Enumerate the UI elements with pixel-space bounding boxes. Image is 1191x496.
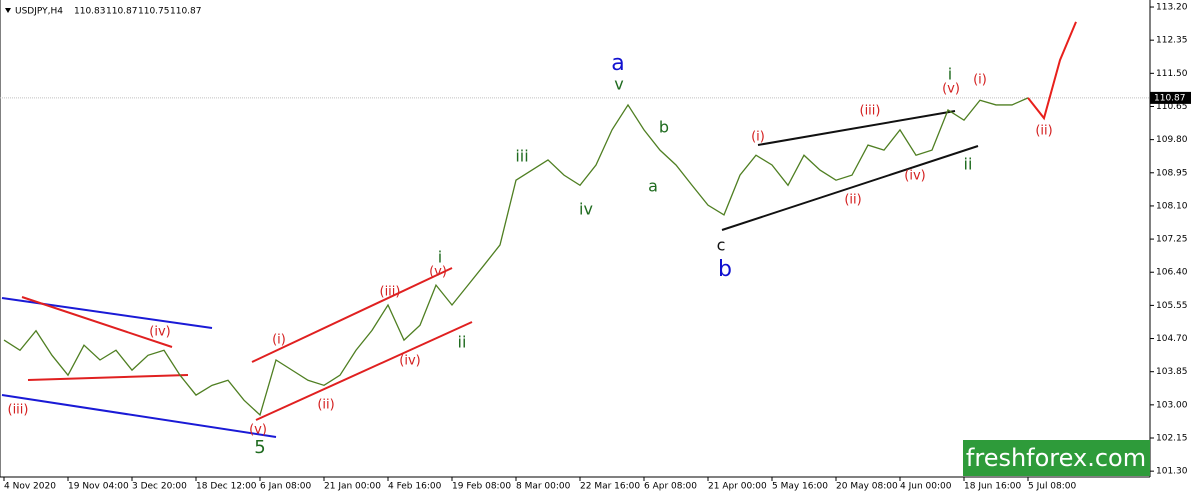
trendline	[251, 267, 453, 363]
x-tick-label: 5 May 16:00	[772, 482, 828, 492]
wave-label: (ii)	[317, 398, 334, 413]
x-tick-label: 18 Dec 12:00	[196, 482, 257, 492]
wave-label: 5	[254, 437, 265, 458]
x-tick-label: 4 Feb 16:00	[388, 482, 442, 492]
wave-label: iii	[515, 147, 528, 166]
wave-label: (iii)	[8, 403, 29, 418]
wave-label: (iv)	[399, 354, 420, 369]
wave-label: a	[611, 51, 624, 76]
menu-arrow[interactable]	[5, 8, 11, 13]
y-tick-label: 101.30	[1156, 467, 1188, 477]
x-tick-label: 19 Feb 08:00	[452, 482, 511, 492]
wave-label: (v)	[429, 265, 447, 280]
wave-label: (iv)	[904, 169, 925, 184]
x-tick-label: 21 Apr 00:00	[708, 482, 767, 492]
x-tick-label: 20 May 08:00	[836, 482, 898, 492]
wave-label: (iii)	[380, 285, 401, 300]
open: 110.83	[74, 7, 106, 17]
wave-label: (v)	[942, 82, 960, 97]
y-tick-label: 107.25	[1156, 235, 1188, 245]
wave-label: (i)	[751, 130, 765, 145]
price-line	[3, 97, 1029, 417]
wave-label: a	[648, 177, 658, 196]
y-tick-label: 113.20	[1156, 3, 1188, 13]
trendline	[27, 374, 189, 381]
wave-label: (i)	[272, 333, 286, 348]
wave-label: i	[948, 65, 952, 84]
y-tick-label: 103.85	[1156, 367, 1188, 377]
high: 110.87	[106, 7, 138, 17]
wave-label: ii	[458, 333, 467, 352]
x-tick-label: 6 Apr 08:00	[644, 482, 697, 492]
current-price-label: 110.87	[1154, 93, 1186, 103]
x-tick-label: 18 Jun 16:00	[964, 482, 1021, 492]
trendlines	[1, 110, 979, 438]
wave-label: i	[438, 248, 442, 267]
wave-label: (ii)	[1035, 124, 1052, 139]
x-tick-label: 3 Dec 20:00	[132, 482, 187, 492]
wave-label: (v)	[249, 423, 267, 438]
wave-label: (i)	[973, 73, 987, 88]
wave-label: (ii)	[844, 193, 861, 208]
y-tick-label: 104.70	[1156, 334, 1188, 344]
wave-label: ii	[964, 155, 973, 174]
trendline	[1, 394, 277, 438]
y-tick-label: 108.10	[1156, 201, 1188, 211]
trendline	[757, 110, 956, 146]
trendline	[255, 321, 473, 421]
low: 110.75	[138, 7, 170, 17]
x-tick-label: 22 Mar 16:00	[580, 482, 640, 492]
wave-label: (iii)	[860, 104, 881, 119]
x-tick-label: 8 Mar 00:00	[516, 482, 571, 492]
x-tick-label: 5 Jul 08:00	[1028, 482, 1077, 492]
y-tick-label: 102.15	[1156, 433, 1188, 443]
y-tick-label: 112.35	[1156, 36, 1188, 46]
trendline	[21, 296, 173, 348]
x-tick-label: 4 Nov 2020	[4, 482, 56, 492]
y-tick-label: 110.65	[1156, 102, 1188, 112]
x-tick-label: 21 Jan 00:00	[324, 482, 381, 492]
current-price-box	[1150, 91, 1191, 104]
x-tick-label: 4 Jun 00:00	[900, 482, 952, 492]
close: 110.87	[170, 7, 202, 17]
wave-label: b	[659, 118, 669, 137]
wave-label: b	[718, 257, 732, 282]
watermark: freshforex.com	[966, 444, 1146, 472]
y-tick-label: 111.50	[1156, 69, 1188, 79]
y-tick-label: 109.80	[1156, 135, 1188, 145]
y-tick-label: 105.55	[1156, 301, 1188, 311]
y-tick-label: 108.95	[1156, 168, 1188, 178]
x-tick-label: 6 Jan 08:00	[260, 482, 312, 492]
wave-label: c	[717, 236, 726, 255]
y-tick-label: 103.00	[1156, 400, 1188, 410]
price-line	[1027, 21, 1077, 121]
watermark-box	[963, 440, 1150, 476]
wave-label: (iv)	[149, 325, 170, 340]
x-tick-label: 19 Nov 04:00	[68, 482, 129, 492]
y-tick-label: 106.40	[1156, 268, 1188, 278]
wave-label: v	[614, 75, 623, 94]
symbol: USDJPY,H4	[15, 7, 63, 17]
trendline	[721, 145, 979, 231]
wave-label: iv	[579, 200, 593, 219]
